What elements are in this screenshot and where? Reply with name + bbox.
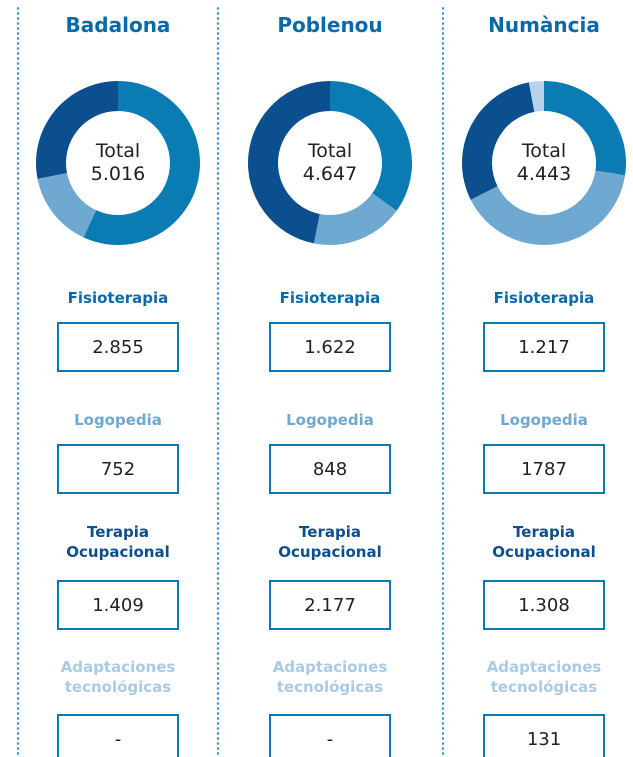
value-box: 1.308: [483, 580, 605, 630]
value-box: -: [57, 714, 179, 757]
category-label: Terapia Ocupacional: [492, 523, 596, 561]
value-box: 1.409: [57, 580, 179, 630]
donut-segment: [248, 81, 330, 244]
category-label: Adaptaciones tecnológicas: [60, 658, 176, 696]
value-box: 131: [483, 714, 605, 757]
value-box: 752: [57, 444, 179, 494]
donut-segment: [313, 193, 397, 246]
donut-segment: [544, 81, 627, 176]
chart-title: Poblenou: [277, 13, 383, 37]
value-box: 848: [269, 444, 391, 494]
chart-title: Numància: [488, 13, 600, 37]
value-box: 1787: [483, 444, 605, 494]
category-label: Fisioterapia: [67, 289, 169, 307]
category-label: Terapia Ocupacional: [66, 523, 170, 561]
category-label: Terapia Ocupacional: [278, 523, 382, 561]
donut-segment: [461, 82, 535, 200]
donut-segment: [528, 81, 544, 112]
category-label: Logopedia: [74, 411, 162, 429]
value-box: -: [269, 714, 391, 757]
center-label: Total: [307, 140, 353, 162]
category-label: Adaptaciones tecnológicas: [486, 658, 602, 696]
category-label: Fisioterapia: [493, 289, 595, 307]
category-label: Adaptaciones tecnológicas: [272, 658, 388, 696]
chart-title: Badalona: [65, 13, 171, 37]
value-box: 1.217: [483, 322, 605, 372]
donut-segment: [36, 81, 119, 179]
center-total: 4.443: [516, 163, 572, 185]
center-total: 4.647: [302, 163, 358, 185]
category-label: Fisioterapia: [279, 289, 381, 307]
donut-segment: [83, 81, 200, 246]
center-label: Total: [95, 140, 141, 162]
value-box: 2.855: [57, 322, 179, 372]
value-box: 1.622: [269, 322, 391, 372]
donut-segment: [37, 173, 97, 238]
category-label: Logopedia: [500, 411, 588, 429]
value-box: 2.177: [269, 580, 391, 630]
center-label: Total: [521, 140, 567, 162]
donut-segment: [330, 81, 412, 211]
donut-segment: [470, 170, 626, 245]
category-label: Logopedia: [286, 411, 374, 429]
center-total: 5.016: [90, 163, 146, 185]
